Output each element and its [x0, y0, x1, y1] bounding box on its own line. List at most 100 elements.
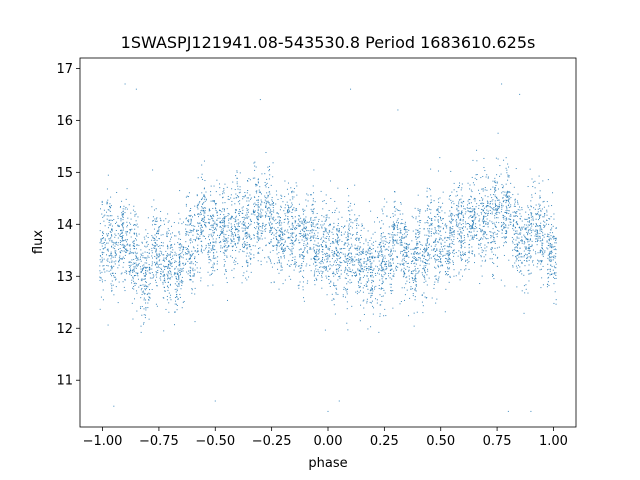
- data-point: [277, 239, 279, 241]
- data-point: [248, 222, 250, 224]
- data-point: [262, 209, 264, 211]
- data-point: [192, 225, 194, 227]
- data-point: [222, 218, 224, 220]
- data-point: [238, 230, 240, 232]
- data-point: [203, 214, 205, 216]
- data-point: [164, 290, 166, 292]
- data-point: [504, 238, 506, 240]
- data-point: [358, 287, 360, 289]
- data-point: [352, 272, 354, 274]
- data-point: [370, 295, 372, 297]
- data-point: [479, 244, 481, 246]
- data-point: [212, 232, 214, 234]
- data-point: [327, 257, 329, 259]
- data-point: [253, 254, 255, 256]
- data-point: [338, 230, 340, 232]
- data-point: [264, 185, 266, 187]
- data-point: [318, 248, 320, 250]
- data-point: [283, 249, 285, 251]
- data-point: [470, 202, 472, 204]
- data-point: [154, 234, 156, 236]
- data-point: [260, 215, 262, 217]
- data-point: [140, 253, 142, 255]
- data-point: [133, 258, 135, 260]
- data-point: [294, 216, 296, 218]
- data-point: [473, 208, 475, 210]
- data-point: [476, 235, 478, 237]
- data-point: [246, 208, 248, 210]
- data-point: [474, 200, 476, 202]
- data-point: [267, 215, 269, 217]
- data-point: [347, 288, 349, 290]
- data-point: [490, 237, 492, 239]
- data-point: [110, 223, 112, 225]
- data-point: [207, 222, 209, 224]
- data-point: [162, 275, 164, 277]
- data-point: [191, 288, 193, 290]
- data-point: [403, 264, 405, 266]
- data-point: [292, 208, 294, 210]
- data-point: [174, 262, 176, 264]
- data-point: [224, 241, 226, 243]
- data-point: [122, 239, 124, 241]
- data-point: [237, 243, 239, 245]
- data-point: [435, 259, 437, 261]
- data-point: [125, 251, 127, 253]
- data-point: [269, 259, 271, 261]
- data-point: [283, 249, 285, 251]
- data-point: [402, 234, 404, 236]
- data-point: [412, 288, 414, 290]
- data-point: [228, 199, 230, 201]
- data-point: [447, 237, 449, 239]
- data-point: [266, 197, 268, 199]
- data-point: [304, 228, 306, 230]
- data-point: [469, 215, 471, 217]
- data-point: [428, 259, 430, 261]
- data-point: [365, 266, 367, 268]
- data-point: [144, 278, 146, 280]
- data-point: [303, 297, 305, 299]
- data-point: [208, 209, 210, 211]
- data-point: [164, 290, 166, 292]
- data-point: [493, 239, 495, 241]
- data-point: [164, 268, 166, 270]
- data-point: [366, 275, 368, 277]
- data-point: [407, 245, 409, 247]
- data-point: [144, 238, 146, 240]
- data-point: [141, 305, 143, 307]
- data-point: [141, 287, 143, 289]
- data-point: [466, 207, 468, 209]
- data-point: [258, 252, 260, 254]
- data-point: [368, 259, 370, 261]
- data-point: [132, 318, 134, 320]
- data-point: [258, 189, 260, 191]
- data-point: [337, 234, 339, 236]
- data-point: [189, 258, 191, 260]
- data-point: [348, 254, 350, 256]
- data-point: [253, 206, 255, 208]
- data-point: [326, 214, 328, 216]
- data-point: [403, 271, 405, 273]
- data-point: [350, 246, 352, 248]
- data-point: [246, 212, 248, 214]
- data-point: [357, 261, 359, 263]
- data-point: [130, 212, 132, 214]
- data-point: [178, 282, 180, 284]
- data-point: [235, 215, 237, 217]
- data-point: [496, 236, 498, 238]
- data-point: [102, 242, 104, 244]
- data-point: [204, 222, 206, 224]
- data-point: [238, 222, 240, 224]
- data-point: [231, 232, 233, 234]
- data-point: [418, 224, 420, 226]
- data-point: [201, 240, 203, 242]
- data-point: [506, 218, 508, 220]
- data-point: [155, 249, 157, 251]
- data-point: [434, 241, 436, 243]
- data-point: [458, 199, 460, 201]
- data-point: [193, 275, 195, 277]
- data-point: [347, 281, 349, 283]
- data-point: [493, 233, 495, 235]
- data-point: [170, 233, 172, 235]
- data-point: [201, 226, 203, 228]
